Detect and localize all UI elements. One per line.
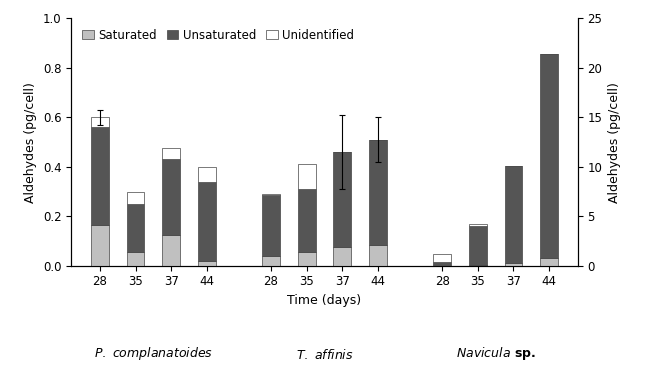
- Bar: [540, 54, 558, 258]
- Bar: [298, 189, 315, 252]
- Bar: [504, 166, 522, 263]
- Bar: [91, 117, 109, 127]
- X-axis label: Time (days): Time (days): [288, 294, 361, 307]
- Bar: [162, 159, 180, 235]
- Bar: [540, 258, 558, 266]
- Bar: [127, 192, 145, 204]
- Bar: [469, 265, 487, 266]
- Bar: [469, 226, 487, 265]
- Text: $\it{T.\ affinis}$: $\it{T.\ affinis}$: [296, 348, 353, 362]
- Bar: [334, 152, 351, 247]
- Bar: [127, 204, 145, 252]
- Legend: Saturated, Unsaturated, Unidentified: Saturated, Unsaturated, Unidentified: [77, 24, 359, 47]
- Bar: [298, 164, 315, 189]
- Bar: [198, 261, 215, 266]
- Bar: [262, 256, 280, 266]
- Bar: [162, 148, 180, 159]
- Bar: [334, 247, 351, 266]
- Bar: [369, 139, 387, 245]
- Bar: [127, 252, 145, 266]
- Text: $\it{Navicula}$ sp.: $\it{Navicula}$ sp.: [456, 345, 535, 362]
- Text: $\it{P.\ complanatoides}$: $\it{P.\ complanatoides}$: [93, 345, 213, 362]
- Bar: [262, 195, 280, 256]
- Bar: [434, 254, 451, 262]
- Bar: [369, 245, 387, 266]
- Bar: [162, 235, 180, 266]
- Bar: [262, 194, 280, 195]
- Bar: [198, 182, 215, 261]
- Bar: [504, 263, 522, 266]
- Bar: [469, 224, 487, 226]
- Bar: [198, 167, 215, 182]
- Bar: [434, 262, 451, 266]
- Bar: [91, 225, 109, 266]
- Y-axis label: Aldehydes (pg/cell): Aldehydes (pg/cell): [25, 82, 38, 203]
- Y-axis label: Aldehydes (pg/cell): Aldehydes (pg/cell): [607, 82, 620, 203]
- Bar: [91, 127, 109, 225]
- Bar: [298, 252, 315, 266]
